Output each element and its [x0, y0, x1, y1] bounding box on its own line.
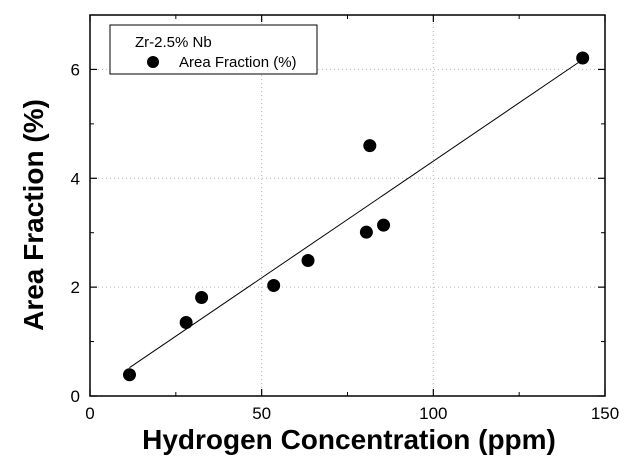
legend-marker [147, 56, 159, 68]
legend: Zr-2.5% Nb Area Fraction (%) [109, 24, 318, 75]
x-tick-label: 100 [419, 404, 447, 423]
y-tick-label: 6 [71, 60, 80, 79]
fit-line-group [129, 59, 583, 369]
legend-title: Zr-2.5% Nb [135, 34, 212, 51]
axis-ticks: 0 50 100 150 0 2 4 6 [71, 15, 619, 423]
y-axis-title: Area Fraction (%) [18, 99, 49, 331]
data-point [179, 316, 193, 330]
data-points [122, 51, 590, 382]
legend-entry-label: Area Fraction (%) [179, 54, 297, 71]
y-tick-label: 2 [71, 278, 80, 297]
x-tick-label: 150 [591, 404, 619, 423]
x-tick-label: 0 [85, 404, 94, 423]
fit-line [129, 59, 583, 369]
data-point [122, 368, 136, 382]
data-point [576, 51, 590, 65]
legend-box [109, 24, 318, 75]
data-point [363, 139, 377, 153]
x-tick-label: 50 [252, 404, 271, 423]
data-point [267, 279, 281, 293]
data-point [301, 253, 315, 267]
x-axis-title: Hydrogen Concentration (ppm) [142, 424, 556, 455]
data-point [359, 225, 373, 239]
y-tick-label: 4 [71, 169, 80, 188]
y-tick-label: 0 [71, 387, 80, 406]
data-point [377, 218, 391, 232]
data-point [195, 290, 209, 304]
